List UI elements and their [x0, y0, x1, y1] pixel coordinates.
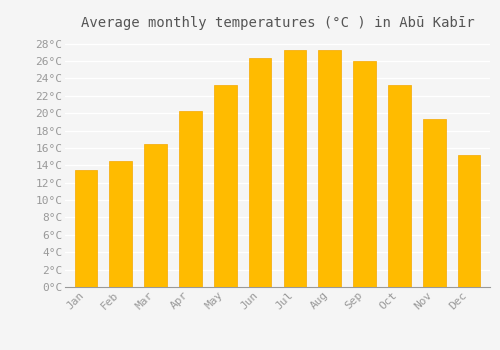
Bar [249, 58, 272, 287]
Bar [458, 155, 480, 287]
Bar [179, 111, 202, 287]
Bar [423, 119, 446, 287]
Bar [144, 144, 167, 287]
Bar [318, 50, 341, 287]
Title: Average monthly temperatures (°C ) in Abū Kabīr: Average monthly temperatures (°C ) in Ab… [80, 16, 474, 30]
Bar [284, 50, 306, 287]
Bar [214, 85, 236, 287]
Bar [110, 161, 132, 287]
Bar [74, 170, 97, 287]
Bar [354, 61, 376, 287]
Bar [388, 85, 410, 287]
